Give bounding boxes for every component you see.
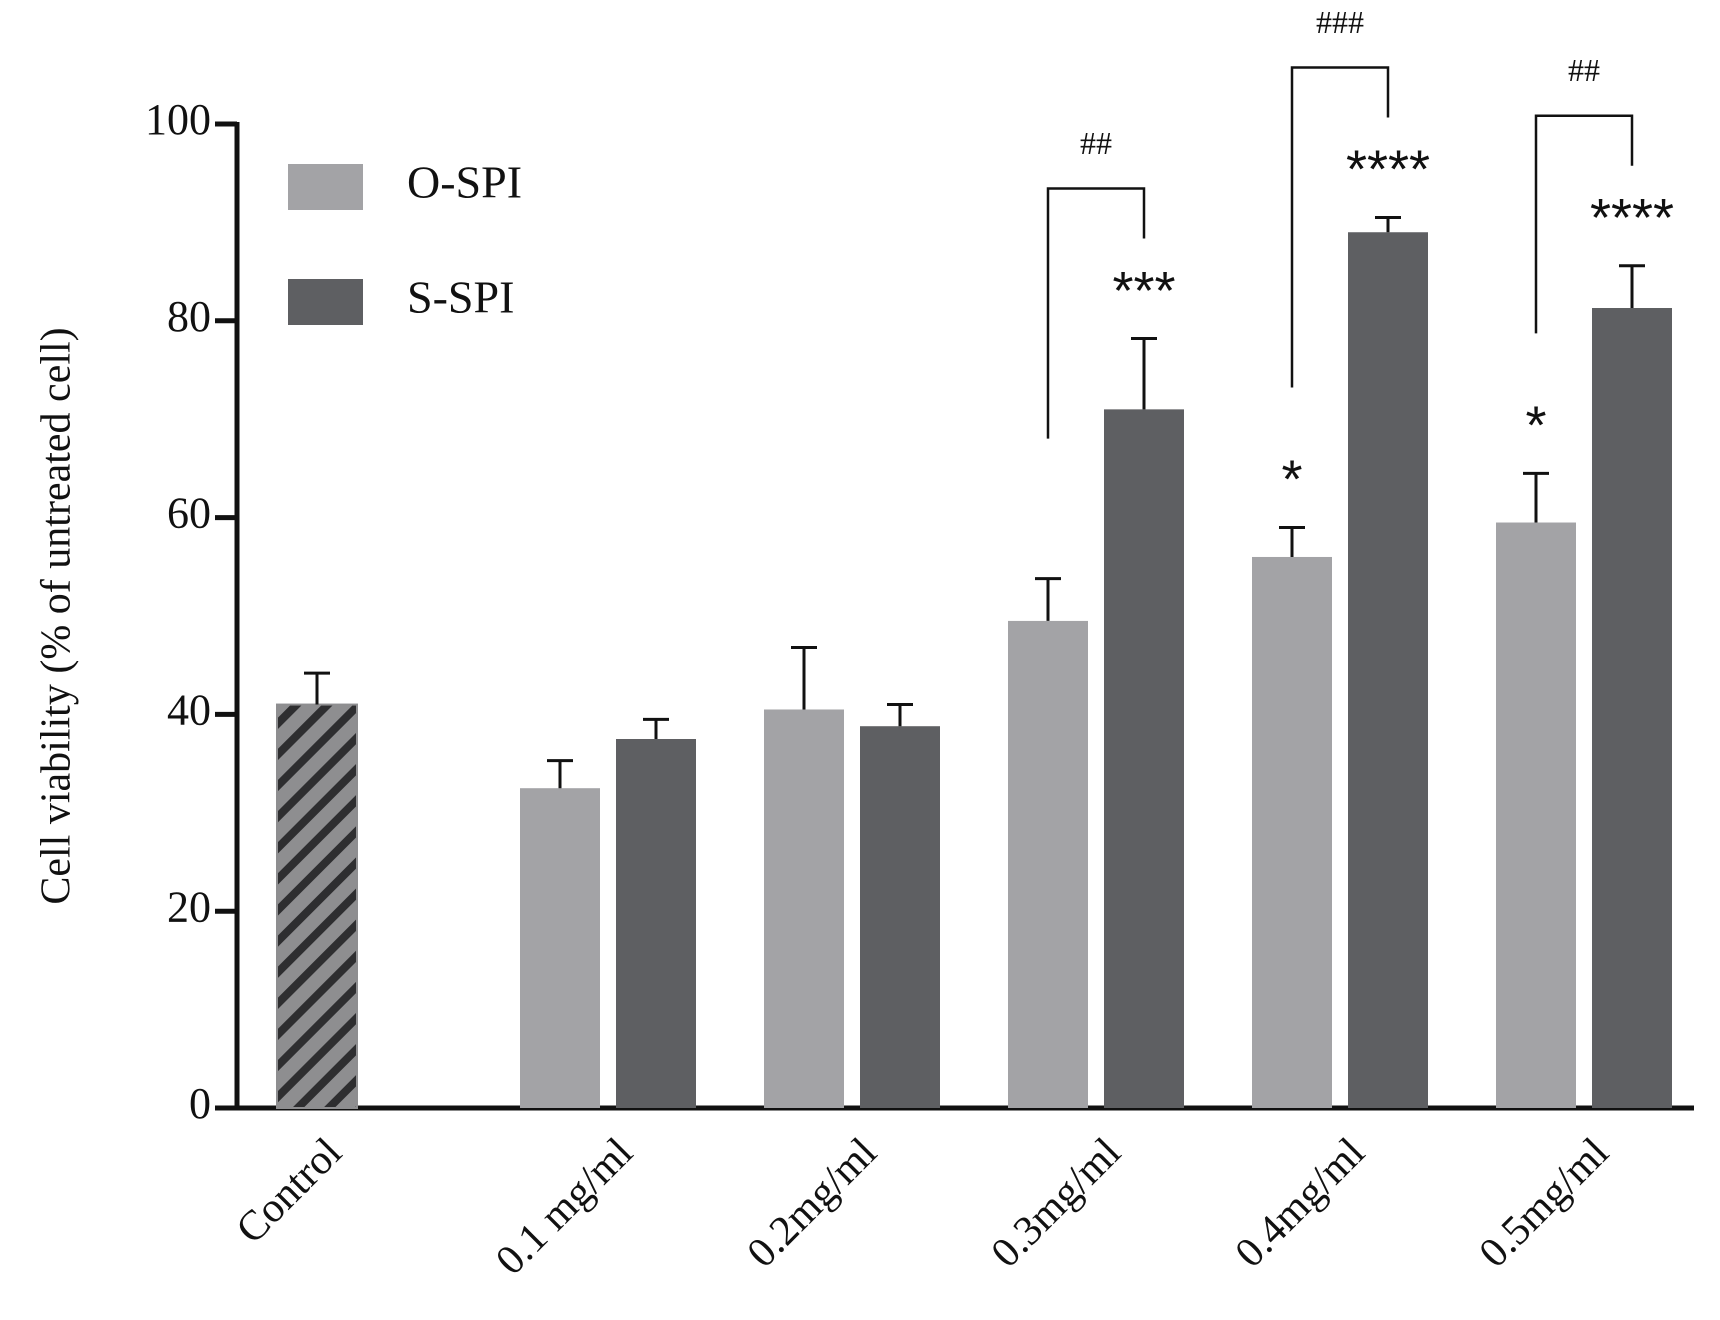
y-tick-label: 20	[167, 882, 211, 931]
bracket-label: ##	[1568, 52, 1600, 88]
bracket	[1290, 66, 1390, 388]
legend-swatch	[288, 164, 363, 210]
significance-stars: *	[1525, 396, 1546, 456]
error-bar	[643, 717, 669, 739]
x-tick-label: 0.4mg/ml	[1227, 1129, 1374, 1276]
legend-swatch	[288, 279, 363, 325]
error-bar	[1131, 337, 1157, 410]
error-bar	[1279, 525, 1305, 557]
bar	[616, 739, 696, 1108]
error-bar	[547, 759, 573, 789]
x-tick-label: 0.1 mg/ml	[487, 1129, 642, 1284]
bracket-label: ##	[1080, 125, 1112, 161]
bar	[764, 709, 844, 1108]
bar	[1496, 522, 1576, 1108]
bar	[1592, 308, 1672, 1108]
y-tick-label: 60	[167, 489, 211, 538]
error-bar	[304, 671, 330, 705]
x-tick-label: 0.3mg/ml	[983, 1129, 1130, 1276]
x-tick-label: 0.5mg/ml	[1471, 1129, 1618, 1276]
error-bar	[1035, 577, 1061, 621]
bracket	[1046, 187, 1146, 439]
y-tick-label: 80	[167, 292, 211, 341]
legend-label: S-SPI	[407, 272, 514, 323]
y-tick-label: 100	[145, 95, 211, 144]
y-axis-label: Cell viability (% of untreated cell)	[34, 327, 80, 904]
error-bar	[1619, 264, 1645, 309]
error-bar	[887, 703, 913, 727]
error-bar	[1375, 215, 1401, 233]
bar	[1104, 409, 1184, 1108]
significance-stars: ***	[1112, 261, 1175, 321]
bracket-label: ###	[1316, 4, 1364, 40]
x-tick-label: Control	[228, 1129, 351, 1252]
control-bar	[276, 703, 358, 1109]
y-tick-label: 40	[167, 685, 211, 734]
bar	[520, 788, 600, 1108]
x-tick-label: 0.2mg/ml	[739, 1129, 886, 1276]
bar	[1008, 620, 1088, 1108]
error-bar	[1523, 471, 1549, 523]
bracket	[1534, 114, 1634, 334]
legend-label: O-SPI	[407, 157, 522, 208]
error-bar	[791, 645, 817, 710]
bar	[1348, 232, 1428, 1109]
y-tick-label: 0	[189, 1079, 211, 1128]
significance-stars: ****	[1590, 188, 1674, 248]
significance-stars: *	[1281, 450, 1302, 510]
significance-stars: ****	[1346, 140, 1430, 200]
bar	[1252, 556, 1332, 1108]
bar	[860, 726, 940, 1108]
